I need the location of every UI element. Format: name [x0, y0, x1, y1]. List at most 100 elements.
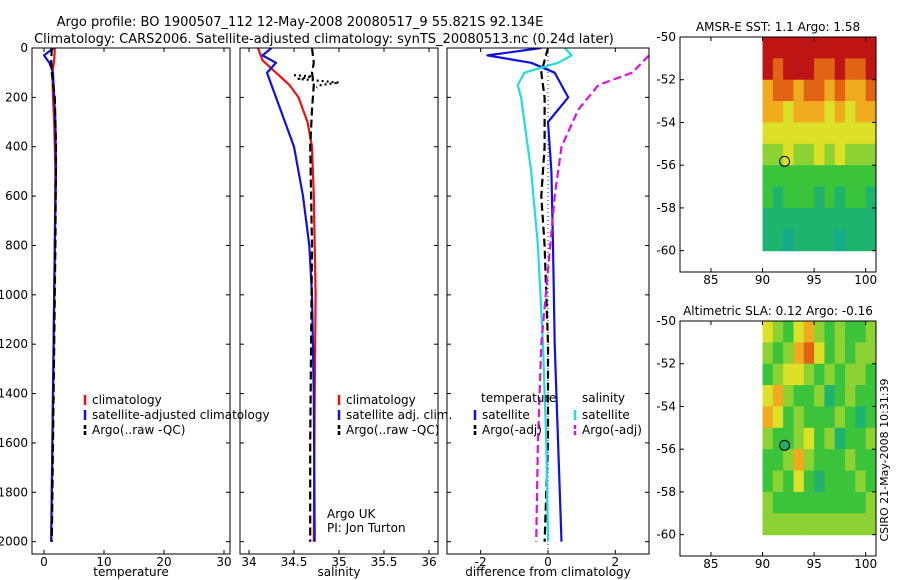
- axes-frame-amsre_sst: [679, 36, 877, 273]
- heatmap-cell: [762, 229, 774, 252]
- chart-panels: 0200400600800100012001400160018002000tem…: [0, 20, 877, 579]
- heatmap-cell: [845, 229, 856, 252]
- heatmap-cell: [824, 229, 836, 252]
- heatmap-cell: [834, 79, 846, 102]
- x-tick-label: 36: [421, 555, 436, 569]
- heatmap-cell: [783, 229, 795, 252]
- heatmap-cell: [793, 427, 805, 450]
- heatmap-cell: [793, 122, 805, 145]
- series-line-temperature-satellite: [486, 48, 570, 542]
- heatmap-grid-amsre_sst: [762, 37, 876, 252]
- axes-frame-salinity: [239, 47, 439, 555]
- heatmap-cell: [772, 363, 784, 386]
- heatmap-cell: [783, 470, 795, 493]
- heatmap-cell: [814, 513, 826, 536]
- heatmap-cell: [783, 513, 795, 536]
- heatmap-cell: [783, 143, 795, 166]
- heatmap-cell: [783, 449, 795, 472]
- heatmap-cell: [855, 385, 867, 408]
- heatmap-cell: [855, 207, 867, 230]
- heatmap-cell: [814, 58, 826, 81]
- heatmap-cell: [814, 207, 826, 230]
- heatmap-cell: [855, 186, 867, 209]
- x-tick-label: 30: [216, 555, 231, 569]
- y-tick-label: 0: [20, 41, 28, 55]
- heatmap-cell: [772, 449, 784, 472]
- legend-label-satellite-adj: satellite adj. clim.: [346, 408, 452, 422]
- heatmap-cell: [762, 491, 774, 514]
- heatmap-cell: [772, 37, 784, 59]
- heatmap-cell: [814, 385, 826, 408]
- heatmap-cell: [793, 186, 805, 209]
- heatmap-cell: [772, 513, 784, 536]
- heatmap-cell: [814, 143, 826, 166]
- x-tick-label: 90: [755, 557, 770, 571]
- heatmap-cell: [803, 363, 815, 386]
- heatmap-cell: [803, 321, 815, 343]
- heatmap-cell: [834, 122, 846, 145]
- heatmap-cell: [855, 122, 867, 145]
- heatmap-cell: [783, 363, 795, 386]
- heatmap-cell: [824, 406, 836, 429]
- heatmap-cell: [793, 143, 805, 166]
- heatmap-cell: [793, 385, 805, 408]
- heatmap-cell: [834, 342, 846, 365]
- heatmap-cell: [834, 143, 846, 166]
- heatmap-cell: [772, 165, 784, 188]
- heatmap-cell: [772, 406, 784, 429]
- heatmap-cell: [783, 427, 795, 450]
- y-tick-label: -60: [656, 528, 676, 542]
- heatmap-cell: [845, 101, 856, 124]
- heatmap-cell: [803, 491, 815, 514]
- x-tick-label: 0: [40, 555, 48, 569]
- legend-label-climatology: climatology: [92, 393, 162, 407]
- heatmap-cell: [845, 58, 856, 81]
- side-timestamp: CSIRO 21-May-2008 10:31:39: [878, 378, 891, 541]
- heatmap-cell: [834, 449, 846, 472]
- heatmap-cell: [865, 165, 876, 188]
- y-tick-label: 1000: [0, 288, 28, 302]
- y-tick-label: -56: [656, 158, 676, 172]
- heatmap-cell: [855, 342, 867, 365]
- heatmap-cell: [824, 79, 836, 102]
- heatmap-cell: [855, 165, 867, 188]
- float-annotation-line1: Argo UK: [327, 507, 376, 521]
- series-line-salinity-argo-adj-: [535, 54, 649, 542]
- heatmap-cell: [762, 58, 774, 81]
- heatmap-cell: [834, 165, 846, 188]
- heatmap-cell: [855, 470, 867, 493]
- heatmap-cell: [845, 321, 856, 343]
- heatmap-cell: [793, 229, 805, 252]
- legend-label-sal-argo: Argo(-adj): [582, 423, 642, 437]
- heatmap-cell: [824, 342, 836, 365]
- heatmap-cell: [783, 385, 795, 408]
- heatmap-cell: [824, 427, 836, 450]
- argo-position-marker: [779, 155, 791, 167]
- heatmap-cell: [793, 513, 805, 536]
- heatmap-cell: [865, 385, 876, 408]
- heatmap-cell: [834, 37, 846, 59]
- heatmap-cell: [762, 342, 774, 365]
- x-tick-label: -2: [475, 555, 487, 569]
- y-tick-label: -60: [656, 244, 676, 258]
- heatmap-cell: [783, 79, 795, 102]
- heatmap-cell: [865, 37, 876, 59]
- y-tick-label: 1600: [0, 436, 28, 450]
- heatmap-cell: [803, 513, 815, 536]
- heatmap-cell: [824, 491, 836, 514]
- heatmap-cell: [865, 491, 876, 514]
- float-annotation-line2: PI: Jon Turton: [327, 521, 406, 535]
- heatmap-cell: [824, 449, 836, 472]
- heatmap-cell: [772, 470, 784, 493]
- heatmap-cell: [824, 513, 836, 536]
- heatmap-grid-altimetric_sla: [762, 321, 876, 536]
- heatmap-cell: [772, 321, 784, 343]
- heatmap-cell: [845, 122, 856, 145]
- heatmap-cell: [803, 79, 815, 102]
- heatmap-cell: [793, 79, 805, 102]
- heatmap-cell: [834, 427, 846, 450]
- heatmap-cell: [824, 58, 836, 81]
- heatmap-cell: [793, 342, 805, 365]
